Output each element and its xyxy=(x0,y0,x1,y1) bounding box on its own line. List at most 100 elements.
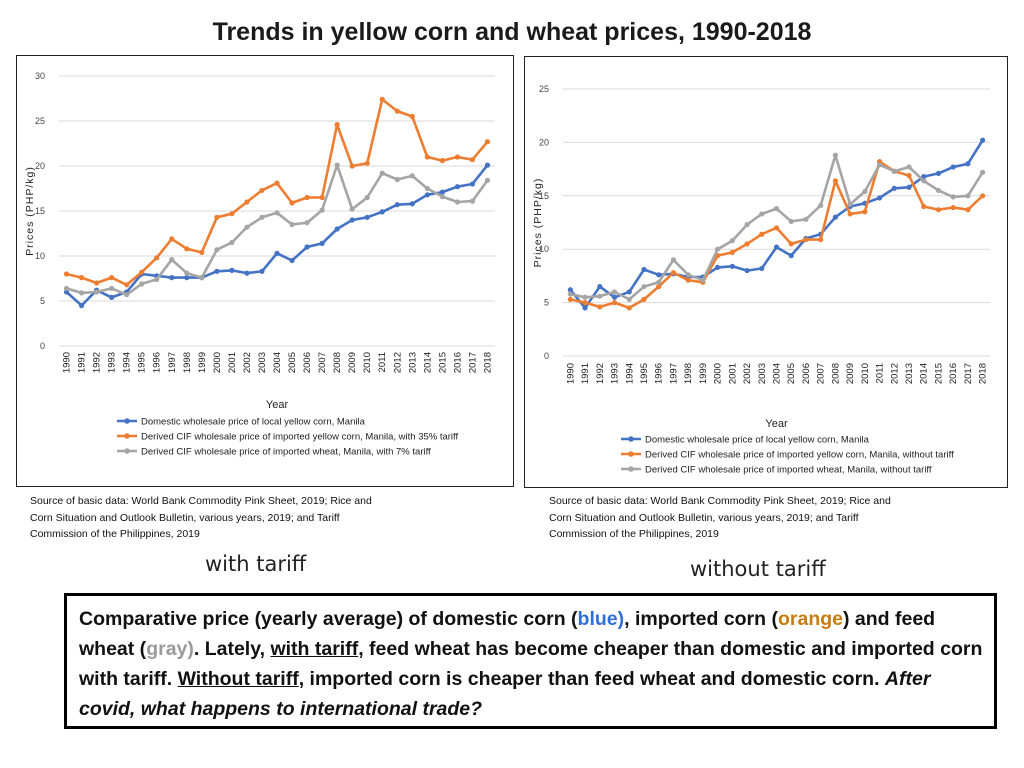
data-point xyxy=(63,285,70,291)
x-tick-label: 1990 xyxy=(62,352,73,373)
data-point xyxy=(439,158,445,164)
data-point xyxy=(304,194,310,201)
data-point xyxy=(950,204,956,211)
note-without-tariff: Without tariff xyxy=(177,668,299,690)
data-point xyxy=(641,296,647,302)
data-point xyxy=(597,283,603,290)
data-point xyxy=(921,203,927,210)
data-point xyxy=(394,202,400,208)
data-point xyxy=(169,236,175,242)
data-point xyxy=(439,189,445,195)
data-point xyxy=(63,289,70,295)
source-right-line: Corn Situation and Outlook Bulletin, var… xyxy=(549,511,859,524)
data-point xyxy=(93,280,100,286)
note-part: . Lately, xyxy=(193,638,271,660)
data-point xyxy=(729,238,735,244)
note-with-tariff: with tariff xyxy=(270,638,359,660)
legend-marker xyxy=(628,451,634,457)
x-tick-label: 2002 xyxy=(742,363,753,384)
data-point xyxy=(950,194,956,200)
data-point xyxy=(582,305,588,311)
x-tick-label: 2017 xyxy=(467,352,478,373)
data-point xyxy=(862,188,868,195)
data-point xyxy=(214,214,220,220)
note-part: , imported corn ( xyxy=(624,608,778,630)
data-point xyxy=(274,180,280,186)
data-point xyxy=(199,275,205,281)
data-point xyxy=(656,272,662,278)
data-point xyxy=(289,221,295,228)
y-axis-title: Prices (PHP/kg) xyxy=(532,178,544,268)
slide-title: Trends in yellow corn and wheat prices, … xyxy=(212,18,812,46)
x-tick-label: 2006 xyxy=(302,352,313,373)
data-point xyxy=(364,194,370,201)
data-point xyxy=(124,292,130,298)
data-point xyxy=(744,267,750,274)
data-point xyxy=(109,275,115,281)
data-point xyxy=(773,206,780,212)
data-point xyxy=(876,195,883,201)
data-point xyxy=(454,199,461,205)
legend-label: Domestic wholesale price of local yellow… xyxy=(645,435,870,446)
x-tick-label: 2018 xyxy=(978,363,989,384)
chart-with-tariff: 0 5 10 15 20 25 30 1990 1991 1992 1993 1994 1995 1996… xyxy=(16,55,514,487)
caption-with-tariff: with tariff xyxy=(205,552,307,576)
data-point xyxy=(950,164,956,170)
data-point xyxy=(656,279,662,285)
data-point xyxy=(803,236,809,243)
legend-label: Derived CIF wholesale price of imported … xyxy=(645,450,954,461)
data-point xyxy=(469,157,476,163)
data-point xyxy=(289,200,295,206)
data-point xyxy=(78,275,85,281)
data-point xyxy=(980,137,986,143)
x-tick-label: 1993 xyxy=(610,363,621,384)
data-point xyxy=(818,202,824,209)
x-tick-label: 1997 xyxy=(167,352,178,373)
x-tick-label: 1994 xyxy=(624,363,635,384)
data-point xyxy=(965,207,971,213)
data-point xyxy=(334,226,340,232)
x-tick-label: 1999 xyxy=(197,352,208,373)
y-tick-label: 25 xyxy=(539,84,549,94)
x-tick-label: 2009 xyxy=(845,363,856,384)
x-tick-label: 1991 xyxy=(580,363,591,384)
data-point xyxy=(304,220,310,226)
data-point xyxy=(788,241,794,247)
data-point xyxy=(611,300,618,306)
x-tick-label: 1995 xyxy=(639,363,650,384)
x-tick-label: 1995 xyxy=(137,352,148,373)
data-point xyxy=(803,216,809,222)
y-tick-label: 15 xyxy=(35,206,45,216)
data-point xyxy=(334,122,340,128)
x-tick-label: 2001 xyxy=(727,363,738,384)
data-point xyxy=(364,160,370,166)
data-point xyxy=(184,275,190,281)
data-point xyxy=(715,264,721,270)
data-point xyxy=(744,222,750,228)
data-point xyxy=(965,193,971,199)
legend-marker xyxy=(628,466,634,472)
data-point xyxy=(229,239,235,246)
x-tick-label: 2007 xyxy=(317,352,328,373)
data-point xyxy=(139,281,145,287)
data-point xyxy=(169,257,175,263)
data-point xyxy=(832,214,838,220)
x-tick-label: 2014 xyxy=(422,352,433,373)
data-point xyxy=(656,283,662,290)
legend-label: Derived CIF wholesale price of imported … xyxy=(141,432,459,443)
data-point xyxy=(199,249,205,255)
y-tick-label: 0 xyxy=(40,341,45,351)
x-tick-label: 2000 xyxy=(713,363,724,384)
legend-marker xyxy=(124,418,130,424)
data-point xyxy=(832,152,838,158)
source-left-line: Source of basic data: World Bank Commodi… xyxy=(30,495,372,507)
data-point xyxy=(626,305,632,311)
data-point xyxy=(109,294,115,300)
note-part: , imported corn is cheaper than feed whe… xyxy=(298,668,885,690)
data-point xyxy=(78,302,85,309)
x-tick-label: 2010 xyxy=(860,363,871,384)
x-tick-label: 2004 xyxy=(272,352,283,373)
data-point xyxy=(274,250,280,256)
note-part: Comparative price (yearly average) of do… xyxy=(79,608,578,630)
x-tick-label: 2015 xyxy=(437,352,448,373)
